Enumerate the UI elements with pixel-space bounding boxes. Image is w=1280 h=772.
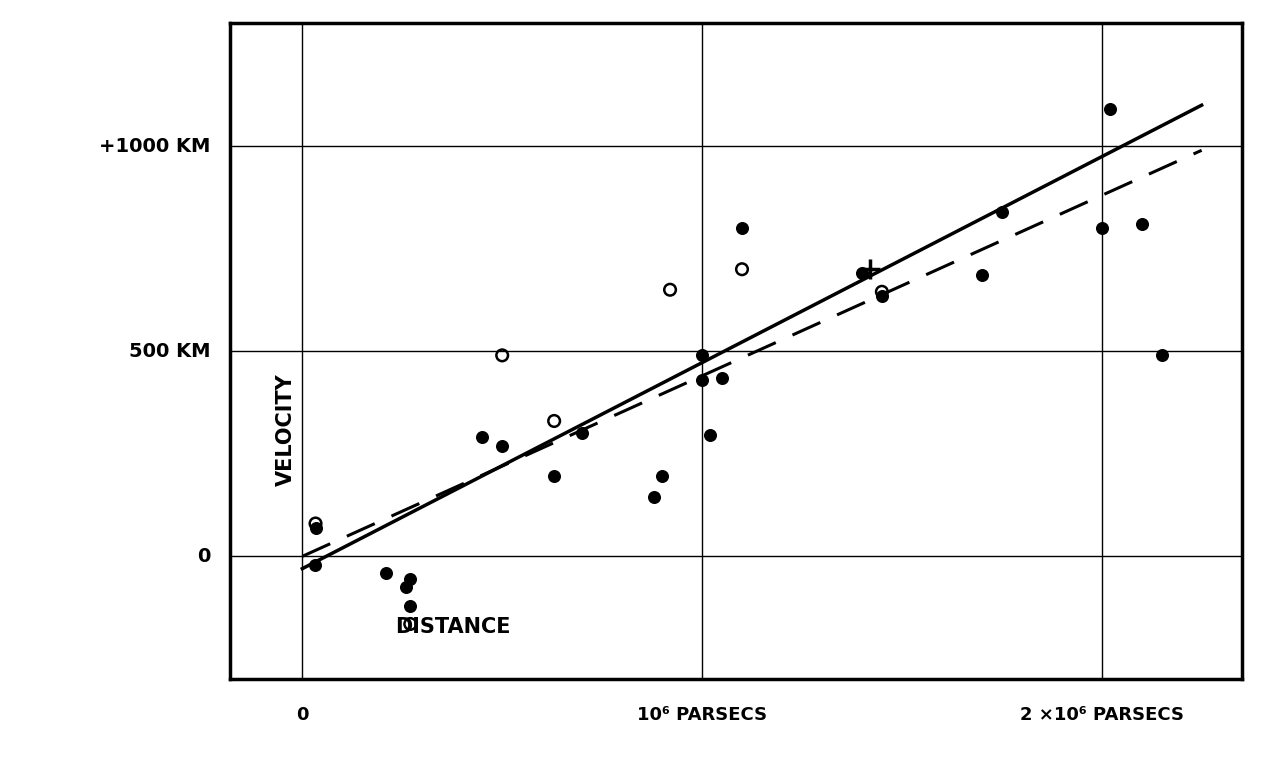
Point (700, 429, 721, 442)
Text: 0: 0 (197, 547, 210, 566)
Point (472, 432, 493, 444)
Text: 10⁶ PARSECS: 10⁶ PARSECS (637, 706, 767, 723)
Point (401, 573, 421, 585)
Point (401, 599, 421, 611)
Text: 500 KM: 500 KM (129, 342, 210, 361)
Point (652, 470, 672, 482)
Point (691, 374, 712, 386)
Point (306, 521, 326, 533)
Point (992, 205, 1012, 218)
Point (691, 349, 712, 361)
Point (872, 290, 892, 302)
Point (712, 372, 732, 384)
Point (305, 558, 325, 571)
Point (492, 349, 512, 361)
Point (1092, 222, 1112, 235)
Point (401, 618, 421, 630)
Point (1100, 103, 1120, 116)
Text: 2 ×10⁶ PARSECS: 2 ×10⁶ PARSECS (1020, 706, 1184, 723)
Point (644, 491, 664, 503)
Point (306, 517, 326, 530)
Point (872, 286, 892, 298)
Point (1132, 218, 1152, 230)
Point (1152, 349, 1172, 361)
Text: +1000 KM: +1000 KM (99, 137, 210, 156)
Point (572, 427, 593, 439)
Point (732, 263, 753, 276)
Point (492, 439, 512, 452)
Point (732, 222, 753, 235)
Text: VELOCITY: VELOCITY (276, 374, 296, 486)
Point (659, 283, 680, 296)
Point (544, 415, 564, 427)
Point (544, 470, 564, 482)
Text: 0: 0 (296, 706, 308, 723)
Text: DISTANCE: DISTANCE (396, 617, 511, 637)
Point (972, 269, 992, 282)
Point (376, 567, 397, 579)
Point (396, 581, 416, 593)
Point (851, 267, 872, 279)
